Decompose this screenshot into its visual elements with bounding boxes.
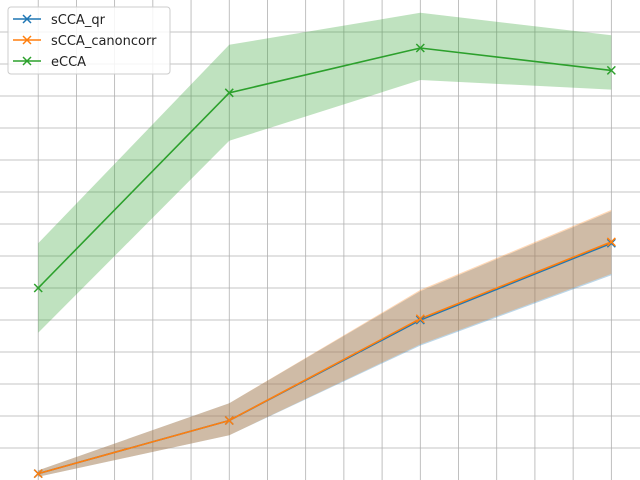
marker-stroke xyxy=(224,88,234,98)
line-series-2 xyxy=(37,47,612,289)
marker-series-1-point-2 xyxy=(415,314,425,324)
marker-stroke xyxy=(224,415,234,426)
legend-item-0: sCCA_qr xyxy=(13,13,106,28)
marker-series-0-point-2 xyxy=(415,315,425,325)
marker-stroke xyxy=(33,283,43,293)
marker-stroke xyxy=(415,43,425,53)
marker-series-2-point-2 xyxy=(415,43,425,53)
legend-marker xyxy=(22,14,32,24)
series-markers xyxy=(33,43,616,479)
marker-series-2-point-3 xyxy=(606,65,616,75)
marker-series-0-point-3 xyxy=(606,238,616,248)
line-series-1 xyxy=(37,241,612,475)
marker-stroke xyxy=(415,315,425,325)
marker-stroke xyxy=(606,65,616,75)
legend: sCCA_qr sCCA_canoncorr eCCA xyxy=(7,6,171,75)
marker-series-2-point-0 xyxy=(33,283,43,293)
legend-marker xyxy=(22,35,32,45)
band-series-0 xyxy=(38,211,612,477)
legend-marker xyxy=(22,56,32,66)
legend-item-2: eCCA xyxy=(13,55,86,70)
marker-stroke xyxy=(606,237,616,247)
legend-box xyxy=(7,6,171,75)
legend-label: sCCA_canoncorr xyxy=(51,34,157,49)
marker-stroke xyxy=(606,238,616,248)
series-lines xyxy=(37,47,612,475)
marker-series-1-point-0 xyxy=(33,469,43,479)
band-series-1 xyxy=(38,209,612,477)
legend-item-1: sCCA_canoncorr xyxy=(13,34,157,49)
legend-label: eCCA xyxy=(51,55,86,70)
marker-stroke xyxy=(415,314,425,324)
marker-series-2-point-1 xyxy=(224,88,234,98)
marker-series-1-point-3 xyxy=(606,237,616,247)
marker-stroke xyxy=(33,469,43,479)
legend-label: sCCA_qr xyxy=(51,13,106,28)
marker-series-1-point-1 xyxy=(224,415,234,426)
band-series-2 xyxy=(38,12,612,333)
confidence-bands xyxy=(38,12,612,477)
